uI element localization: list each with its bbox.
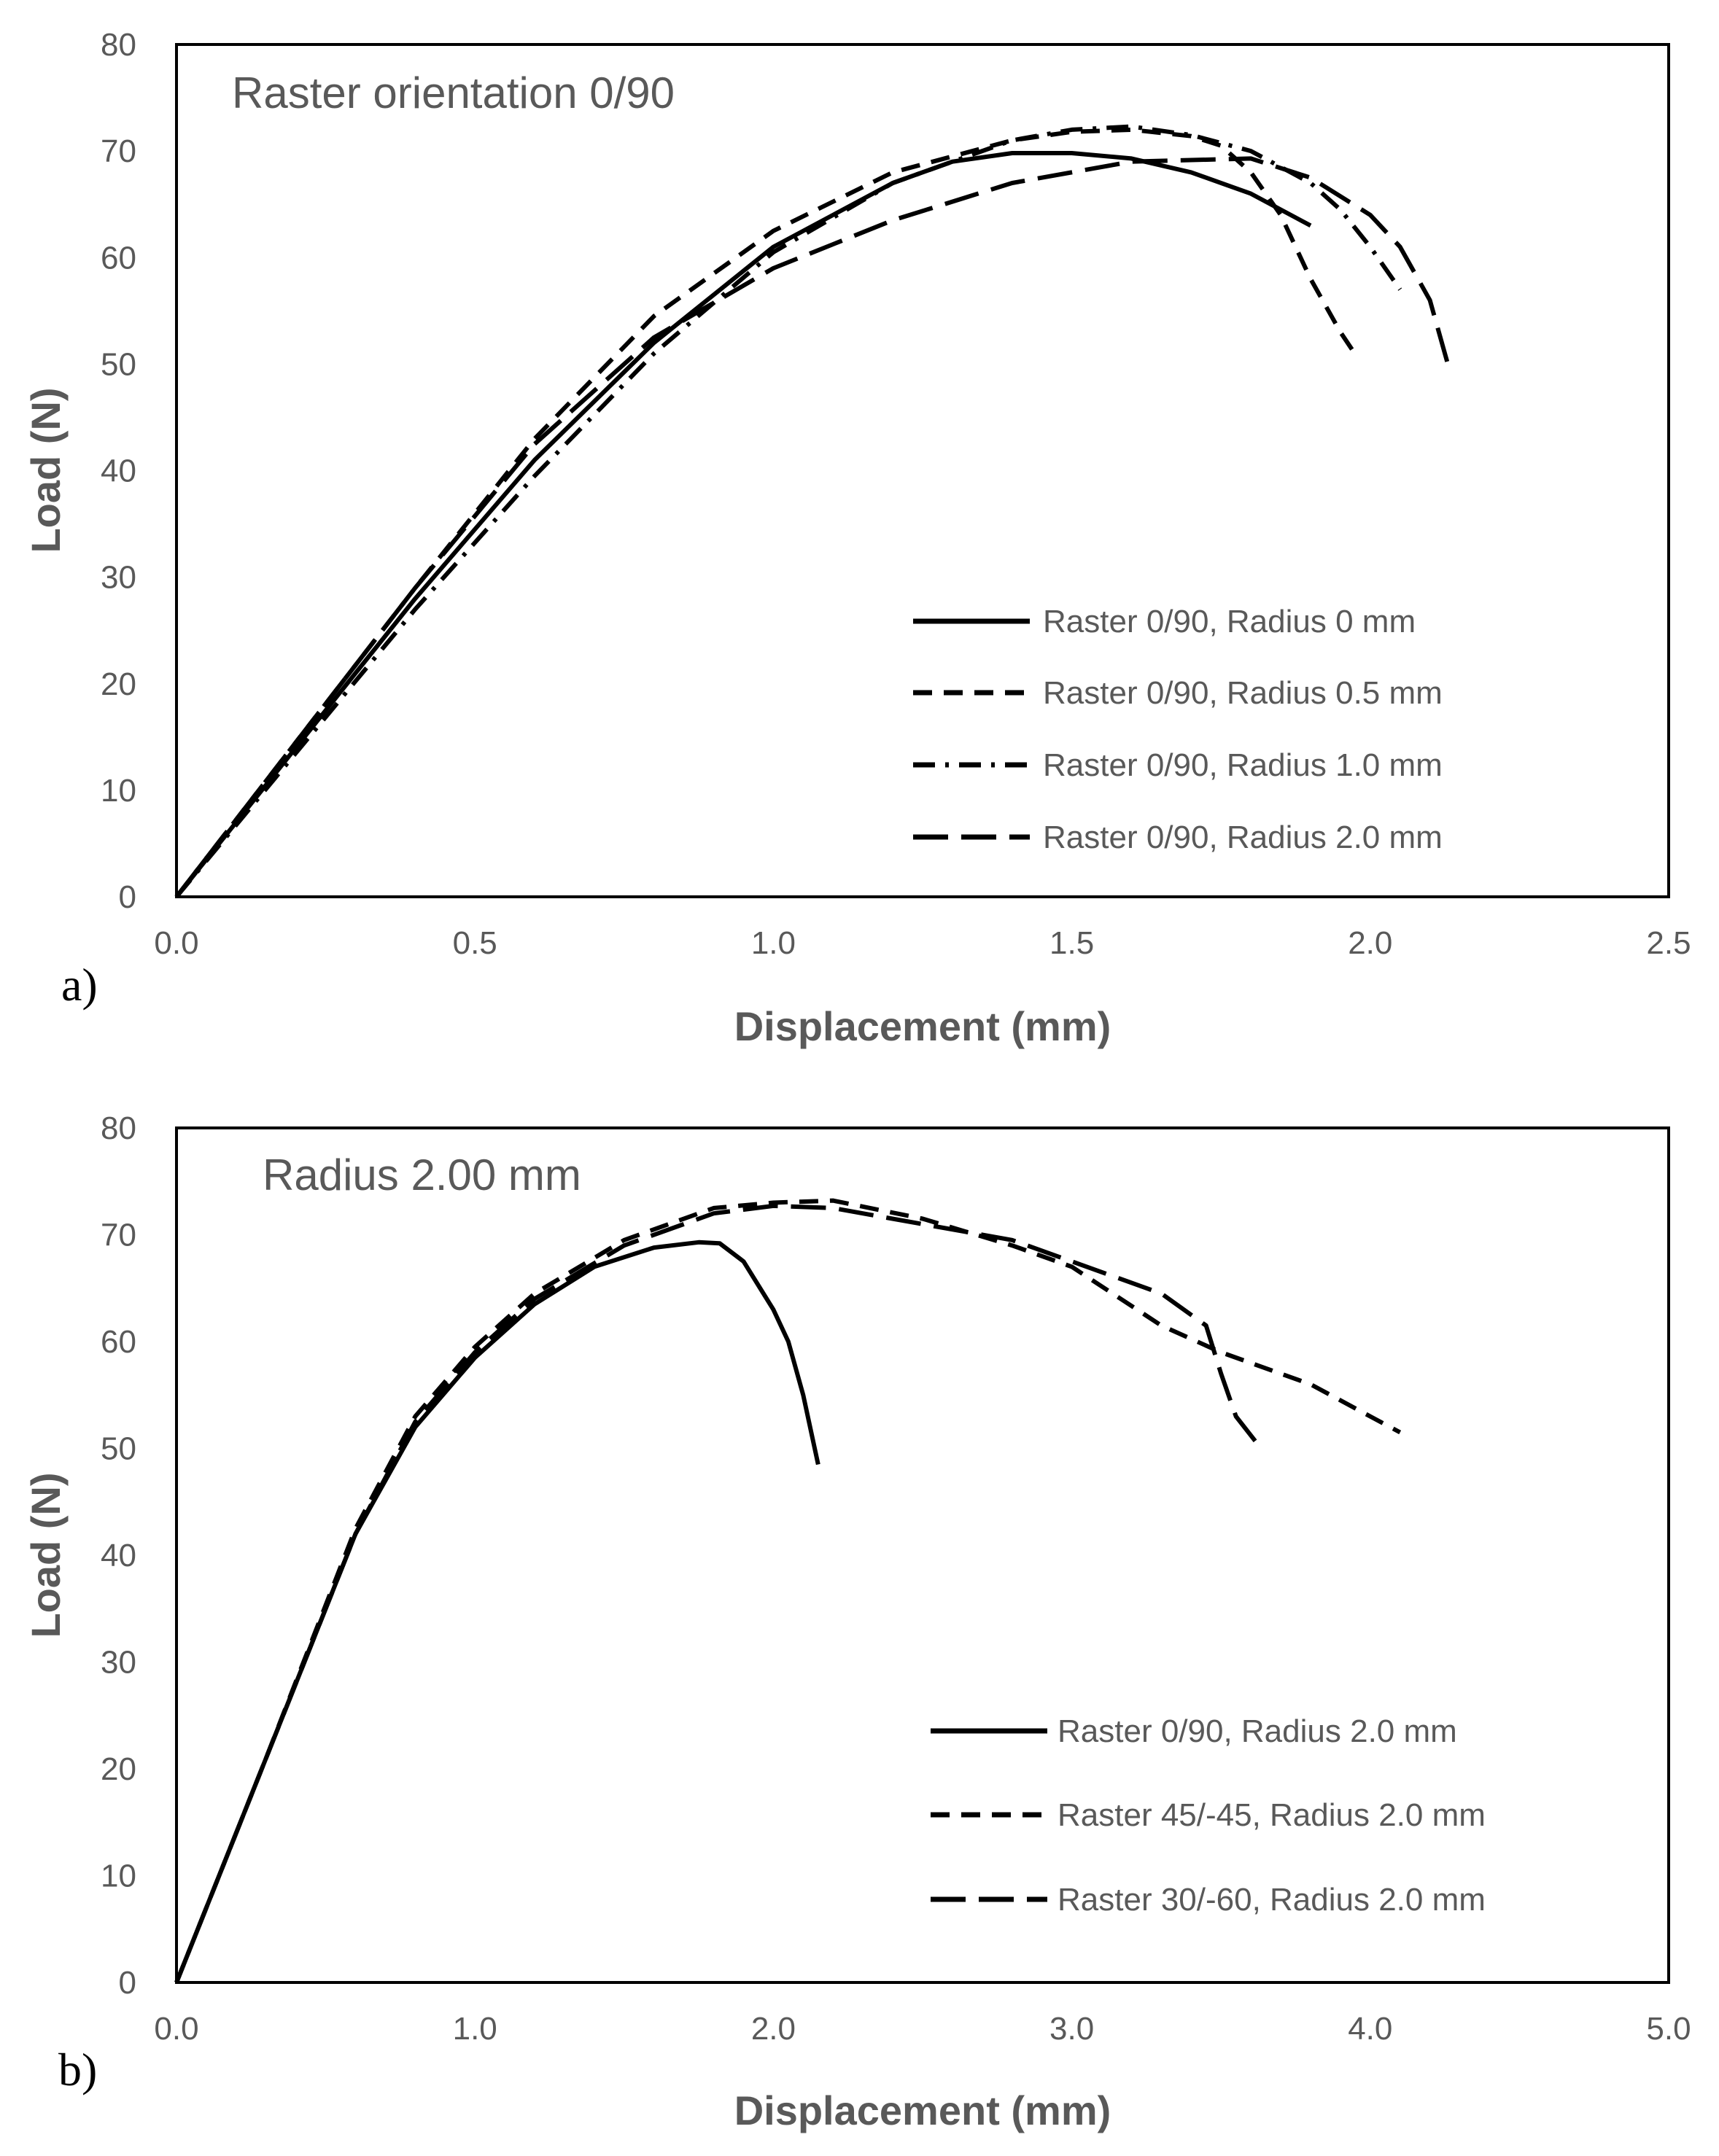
x-tick-labels: 0.0 0.5 1.0 1.5 2.0 2.5: [154, 925, 1691, 961]
x-axis-title: Displacement (mm): [734, 1003, 1111, 1049]
y-tick-label: 10: [101, 773, 136, 809]
y-tick-labels: 0 10 20 30 40 50 60 70 80: [101, 1110, 136, 2001]
y-tick-label: 80: [101, 1110, 136, 1146]
y-tick-label: 70: [101, 1218, 136, 1253]
y-tick-label: 40: [101, 454, 136, 489]
legend-label: Raster 0/90, Radius 1.0 mm: [1043, 747, 1443, 783]
legend-label: Raster 45/-45, Radius 2.0 mm: [1058, 1797, 1486, 1833]
x-tick-label: 2.0: [751, 2011, 796, 2047]
panel-a: 0 10 20 30 40 50 60 70 80 0.0 0.5 1.0 1.5 2.0 2.5 Ras…: [23, 27, 1691, 1049]
legend: Raster 0/90, Radius 2.0 mm Raster 45/-45…: [931, 1713, 1486, 1918]
y-tick-label: 30: [101, 560, 136, 596]
x-axis-title: Displacement (mm): [734, 2087, 1111, 2133]
y-tick-label: 20: [101, 666, 136, 702]
x-tick-label: 3.0: [1049, 2011, 1094, 2047]
legend-label: Raster 30/-60, Radius 2.0 mm: [1058, 1882, 1486, 1918]
y-tick-label: 40: [101, 1538, 136, 1573]
y-tick-label: 60: [101, 240, 136, 276]
y-tick-label: 50: [101, 1431, 136, 1467]
x-tick-label: 1.0: [453, 2011, 497, 2047]
y-tick-label: 10: [101, 1859, 136, 1894]
chart-annotation: Raster orientation 0/90: [232, 69, 675, 117]
x-tick-label: 2.5: [1646, 925, 1691, 961]
series-line-raster-0-90-radius-2-0-mm: [174, 156, 1451, 898]
legend-label: Raster 0/90, Radius 2.0 mm: [1043, 820, 1443, 855]
y-axis-title: Load (N): [23, 1472, 69, 1638]
series-lines: [174, 1198, 1402, 1984]
y-tick-label: 0: [119, 879, 136, 915]
series-line-raster-45-45-radius-2-0-mm: [174, 1198, 1402, 1984]
x-tick-label: 4.0: [1348, 2011, 1392, 2047]
chart-annotation: Radius 2.00 mm: [263, 1151, 581, 1199]
y-tick-label: 0: [119, 1965, 136, 2001]
y-tick-label: 50: [101, 346, 136, 382]
x-tick-label: 1.0: [751, 925, 796, 961]
x-tick-label: 5.0: [1646, 2011, 1691, 2047]
y-tick-label: 30: [101, 1645, 136, 1681]
series-line-raster-0-90-radius-2-0-mm: [174, 1239, 820, 1984]
y-tick-label: 20: [101, 1751, 136, 1787]
legend-label: Raster 0/90, Radius 0 mm: [1043, 604, 1416, 639]
y-tick-labels: 0 10 20 30 40 50 60 70 80: [101, 27, 136, 915]
panel-label: a): [61, 959, 98, 1011]
x-tick-label: 0.0: [154, 2011, 198, 2047]
legend-label: Raster 0/90, Radius 2.0 mm: [1058, 1713, 1457, 1749]
series-line-raster-30-60-radius-2-0-mm: [174, 1203, 1259, 1984]
series-line-raster-0-90-radius-0-mm: [174, 151, 1312, 898]
series-line-raster-0-90-radius-1-0-mm: [174, 124, 1402, 898]
y-tick-label: 70: [101, 133, 136, 169]
panel-b: 0 10 20 30 40 50 60 70 80 0.0 1.0 2.0 3.0 4.0 5.0 Rad…: [23, 1110, 1691, 2133]
plot-frame: [175, 1126, 1670, 1984]
y-tick-label: 60: [101, 1324, 136, 1360]
y-tick-label: 80: [101, 27, 136, 63]
x-tick-labels: 0.0 1.0 2.0 3.0 4.0 5.0: [154, 2011, 1691, 2047]
x-tick-label: 0.5: [453, 925, 497, 961]
series-line-raster-0-90-radius-0-5-mm: [174, 127, 1360, 898]
legend: Raster 0/90, Radius 0 mm Raster 0/90, Ra…: [913, 604, 1443, 855]
legend-label: Raster 0/90, Radius 0.5 mm: [1043, 675, 1443, 711]
x-tick-label: 1.5: [1049, 925, 1094, 961]
x-tick-label: 0.0: [154, 925, 198, 961]
plot-frame: [175, 43, 1670, 898]
panel-label: b): [58, 2044, 97, 2095]
y-axis-title: Load (N): [23, 387, 69, 553]
x-tick-label: 2.0: [1348, 925, 1392, 961]
series-lines: [174, 124, 1451, 898]
